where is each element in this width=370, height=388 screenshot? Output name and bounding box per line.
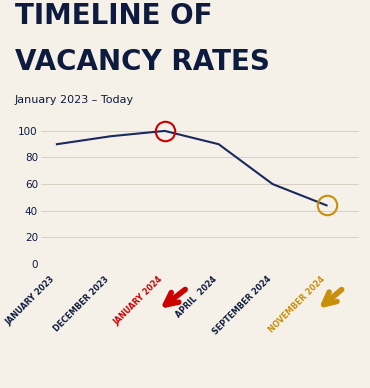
Text: January 2023 – Today: January 2023 – Today — [15, 95, 134, 105]
Text: JANUARY 2024: JANUARY 2024 — [112, 274, 165, 327]
Text: SEPTEMBER 2024: SEPTEMBER 2024 — [211, 274, 273, 336]
Text: TIMELINE OF: TIMELINE OF — [15, 2, 212, 30]
Text: VACANCY RATES: VACANCY RATES — [15, 48, 270, 76]
Text: DECEMBER 2023: DECEMBER 2023 — [52, 274, 111, 333]
Text: APRIL  2024: APRIL 2024 — [174, 274, 219, 319]
Text: JANUARY 2023: JANUARY 2023 — [4, 274, 57, 327]
Text: NOVEMBER 2024: NOVEMBER 2024 — [267, 274, 327, 334]
